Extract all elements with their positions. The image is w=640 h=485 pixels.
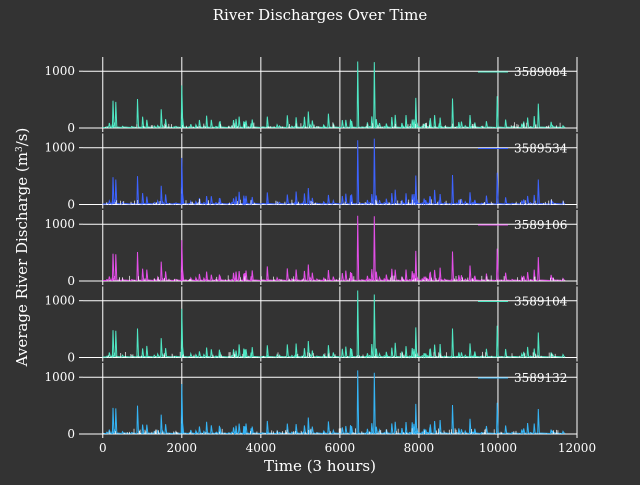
subplot-1: 0 1000 3589084: [44, 57, 578, 135]
subplot-panels: 0 1000 3589084 0 1000 3589534 0 1000 3589106 0 100…: [44, 57, 596, 455]
x-tick-label: 10000: [479, 441, 517, 455]
x-tick-label: 4000: [246, 441, 277, 455]
y-tick-label: 0: [67, 274, 75, 288]
y-tick-label: 1000: [44, 64, 75, 78]
subplot-4: 0 1000 3589104: [44, 286, 578, 365]
y-tick-label: 0: [67, 198, 75, 212]
series-line-3589084: [102, 61, 566, 130]
series-line-3589534: [102, 138, 566, 206]
x-tick-label: 0: [99, 441, 107, 455]
x-axis-label: Time (3 hours): [264, 457, 376, 475]
subplot-2: 0 1000 3589534: [44, 133, 578, 212]
low-flow-overlay: [102, 428, 561, 434]
subplot-5: 0 1000 3589132: [44, 363, 578, 441]
x-tick-label: 6000: [325, 441, 356, 455]
low-flow-overlay: [106, 199, 564, 205]
subplot-3: 0 1000 3589106: [44, 210, 578, 288]
legend-label-3589104: 3589104: [514, 295, 568, 309]
legend-label-3589534: 3589534: [514, 142, 568, 156]
series-line-3589132: [102, 370, 566, 436]
low-flow-overlay: [109, 275, 566, 281]
y-tick-label: 1000: [44, 294, 75, 308]
y-axis-label-superscript: 3: [15, 146, 25, 152]
legend-label-3589132: 3589132: [514, 371, 567, 385]
y-tick-label: 0: [67, 351, 75, 365]
y-axis-label-main: Average River Discharge (m: [13, 152, 31, 367]
legend-label-3589084: 3589084: [514, 65, 568, 79]
x-tick-label: 8000: [404, 441, 435, 455]
y-axis-label: Average River Discharge (m3/s): [13, 128, 31, 368]
legend-label-3589106: 3589106: [514, 218, 567, 232]
y-tick-label: 1000: [44, 370, 75, 384]
low-flow-overlay: [107, 351, 556, 358]
x-tick-label: 2000: [167, 441, 198, 455]
y-tick-label: 0: [67, 121, 75, 135]
series-line-3589104: [102, 290, 566, 359]
low-flow-overlay: [105, 122, 561, 128]
y-tick-label: 0: [67, 427, 75, 441]
chart-title: River Discharges Over Time: [213, 6, 428, 24]
y-tick-label: 1000: [44, 217, 75, 231]
y-axis-label-end: /s): [13, 128, 31, 147]
x-tick-label: 12000: [558, 441, 596, 455]
y-tick-label: 1000: [44, 141, 75, 155]
